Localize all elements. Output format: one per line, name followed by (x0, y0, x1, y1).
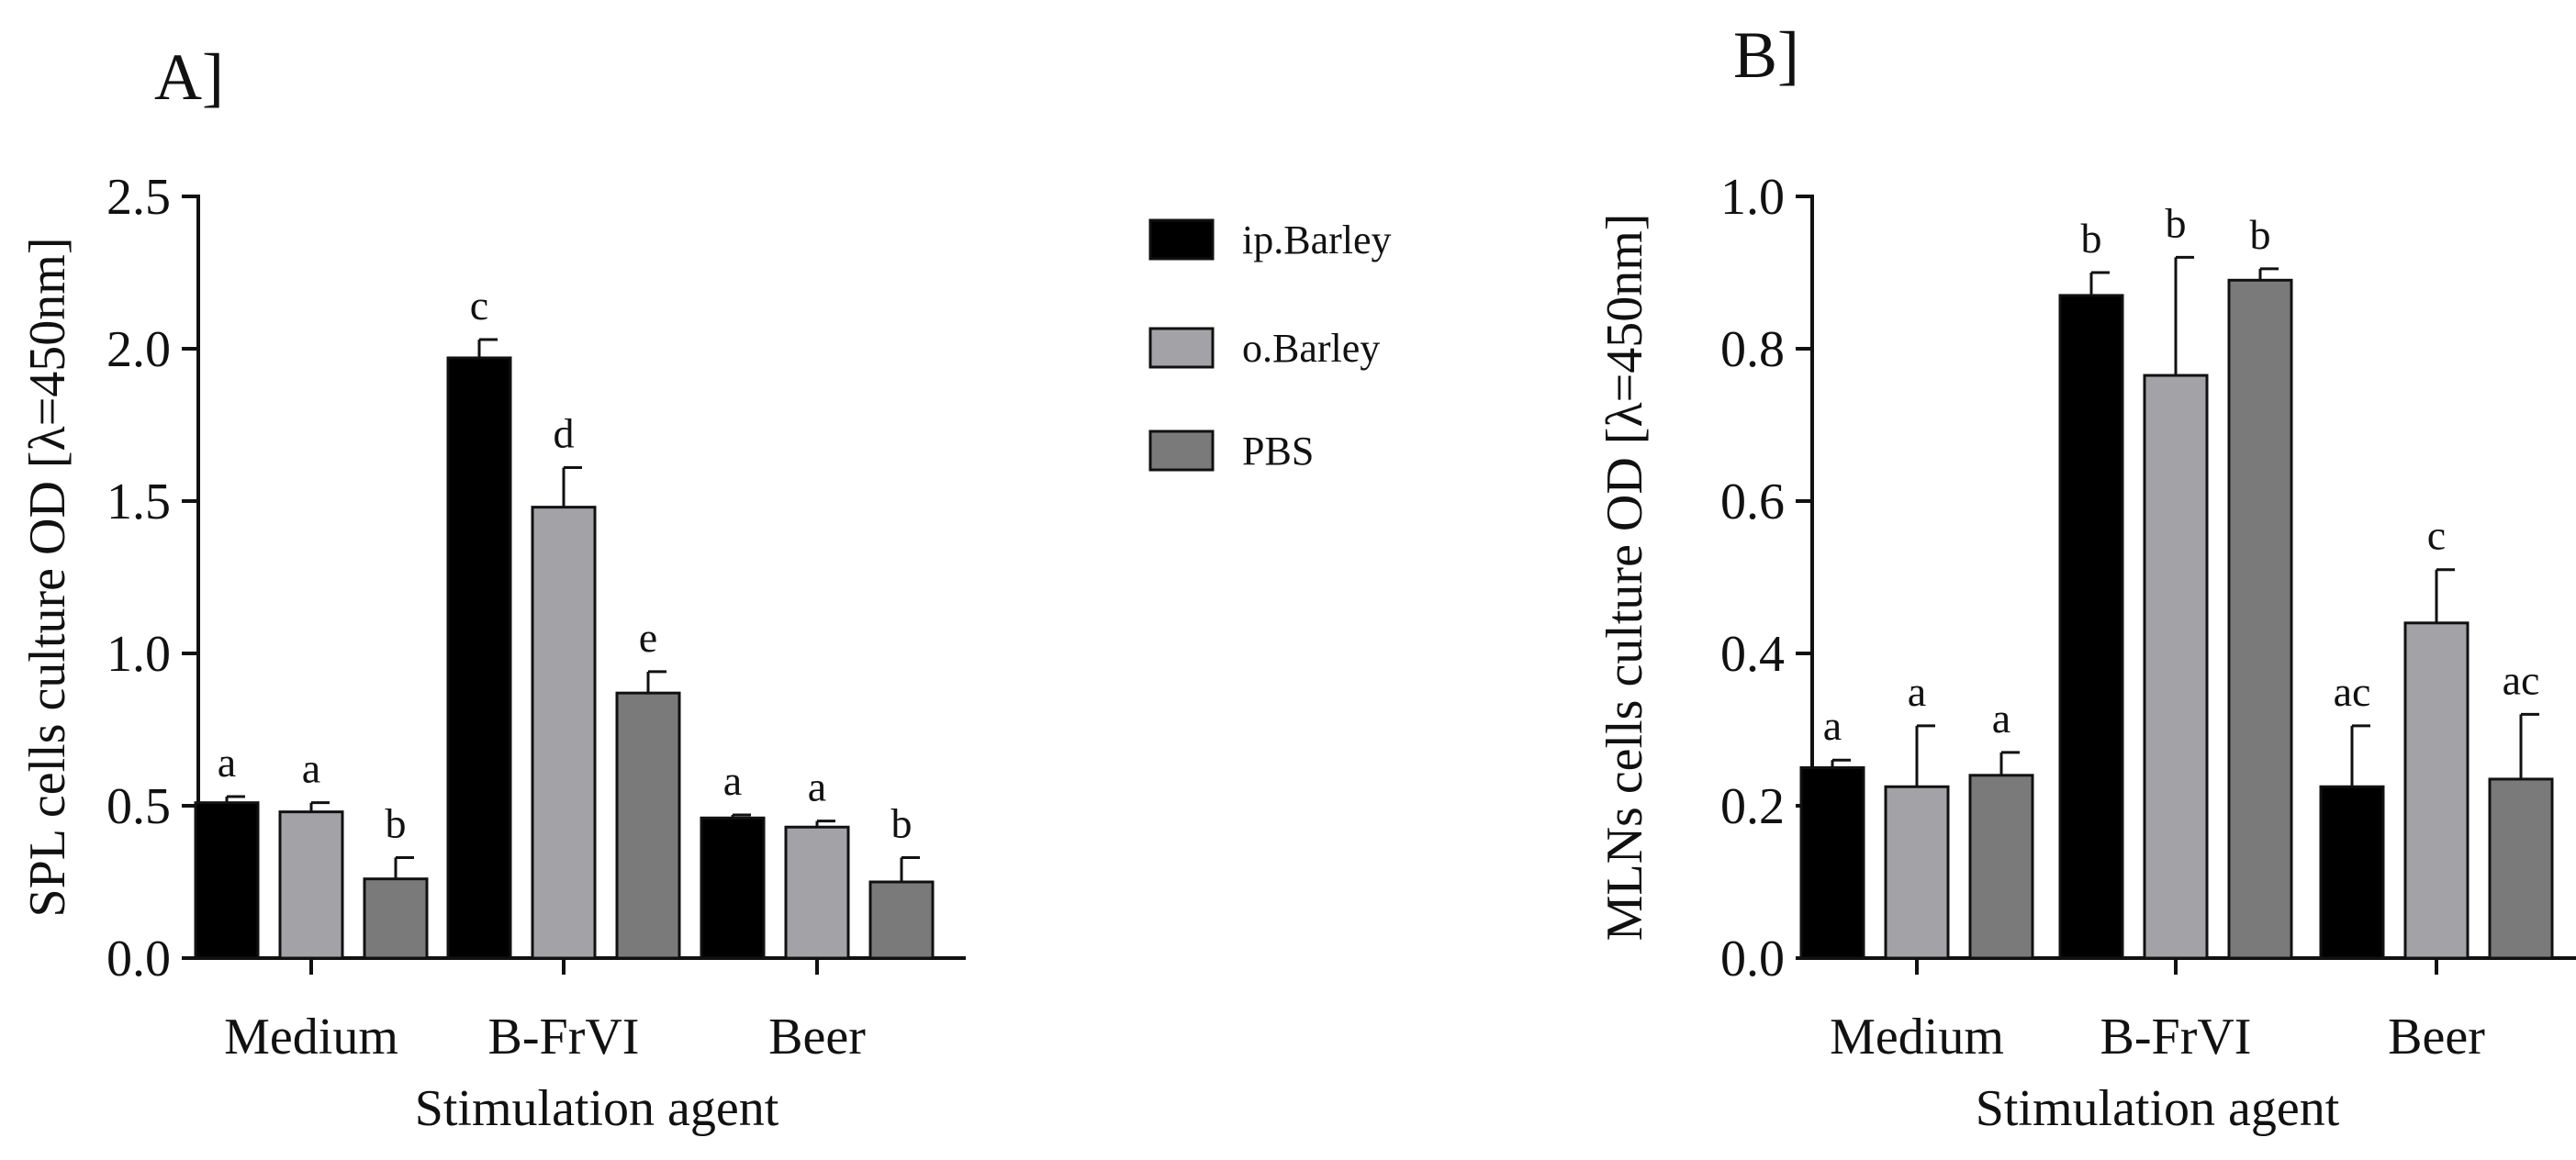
bar (1799, 766, 1865, 960)
x-axis-title: Stimulation agent (1976, 1080, 2340, 1137)
bar (615, 691, 681, 960)
y-tick-label: 0.5 (106, 778, 171, 835)
bar (2058, 294, 2124, 960)
y-tick-label: 1.0 (1720, 169, 1785, 226)
x-category-label: B-FrVI (2100, 1009, 2252, 1065)
bar (2403, 621, 2470, 960)
bar (2319, 785, 2385, 960)
legend-label: ip.Barley (1242, 218, 1392, 262)
x-category-label: Medium (1830, 1009, 2004, 1065)
y-tick-label: 0.2 (1720, 778, 1785, 835)
bar (868, 880, 935, 960)
bar (700, 816, 766, 960)
significance-label: b (386, 799, 407, 846)
panel-b: B] 0.0 0.2 0.4 0.6 0.8 1.0 MLNs cells culture O… (1596, 18, 2576, 1137)
y-tick-label: 1.0 (106, 626, 171, 683)
x-category-label: Medium (224, 1009, 398, 1065)
bar (1968, 774, 2034, 960)
bar (278, 810, 344, 960)
bar (446, 356, 512, 960)
x-category-label: Beer (2388, 1009, 2485, 1065)
x-category-label: Beer (768, 1009, 866, 1065)
legend-label: o.Barley (1242, 326, 1380, 371)
significance-label: a (1908, 668, 1926, 715)
bar (531, 506, 597, 960)
significance-label: b (2166, 199, 2187, 246)
bar (363, 877, 429, 960)
significance-label: c (470, 282, 488, 329)
y-axis-title: SPL cells culture OD [λ=450nm] (19, 238, 76, 918)
significance-label: a (1992, 695, 2010, 742)
y-tick-label: 2.0 (106, 321, 171, 378)
significance-label: ac (2503, 656, 2540, 703)
panel-a: A] 0.0 0.5 1.0 1.5 2.0 2.5 SPL cells culture OD… (19, 40, 966, 1137)
y-tick-label: 2.5 (106, 169, 171, 226)
legend-swatch (1148, 429, 1215, 472)
significance-label: b (891, 799, 913, 846)
significance-label: b (2081, 215, 2102, 262)
significance-label: d (554, 409, 575, 456)
y-axis-title: MLNs cells culture OD [λ=450nm] (1596, 214, 1653, 942)
y-tick-label: 0.0 (1720, 931, 1785, 987)
panel-label: A] (154, 40, 224, 114)
legend-swatch (1148, 327, 1215, 369)
legend-swatch (1148, 218, 1215, 261)
bar (2227, 278, 2293, 960)
legend: ip.Barley o.Barley PBS (1148, 218, 1392, 474)
x-category-label: B-FrVI (488, 1009, 640, 1065)
bar (784, 825, 850, 960)
bar (2488, 777, 2554, 960)
significance-label: e (639, 614, 657, 661)
significance-label: a (218, 739, 236, 786)
bar (2143, 374, 2209, 960)
legend-label: PBS (1242, 429, 1314, 474)
y-tick-label: 0.6 (1720, 474, 1785, 530)
significance-label: c (2427, 512, 2446, 559)
significance-label: a (302, 745, 320, 792)
y-tick-label: 0.0 (106, 931, 171, 987)
significance-label: a (723, 757, 742, 804)
significance-label: a (808, 764, 826, 810)
y-tick-label: 0.8 (1720, 321, 1785, 378)
panel-label: B] (1733, 18, 1799, 92)
significance-label: a (1823, 702, 1842, 749)
y-tick-label: 1.5 (106, 474, 171, 530)
y-tick-label: 0.4 (1720, 626, 1785, 683)
bar (1884, 785, 1950, 960)
significance-label: b (2250, 211, 2271, 258)
bar (194, 801, 260, 960)
x-axis-title: Stimulation agent (415, 1080, 779, 1137)
significance-label: ac (2334, 668, 2371, 715)
